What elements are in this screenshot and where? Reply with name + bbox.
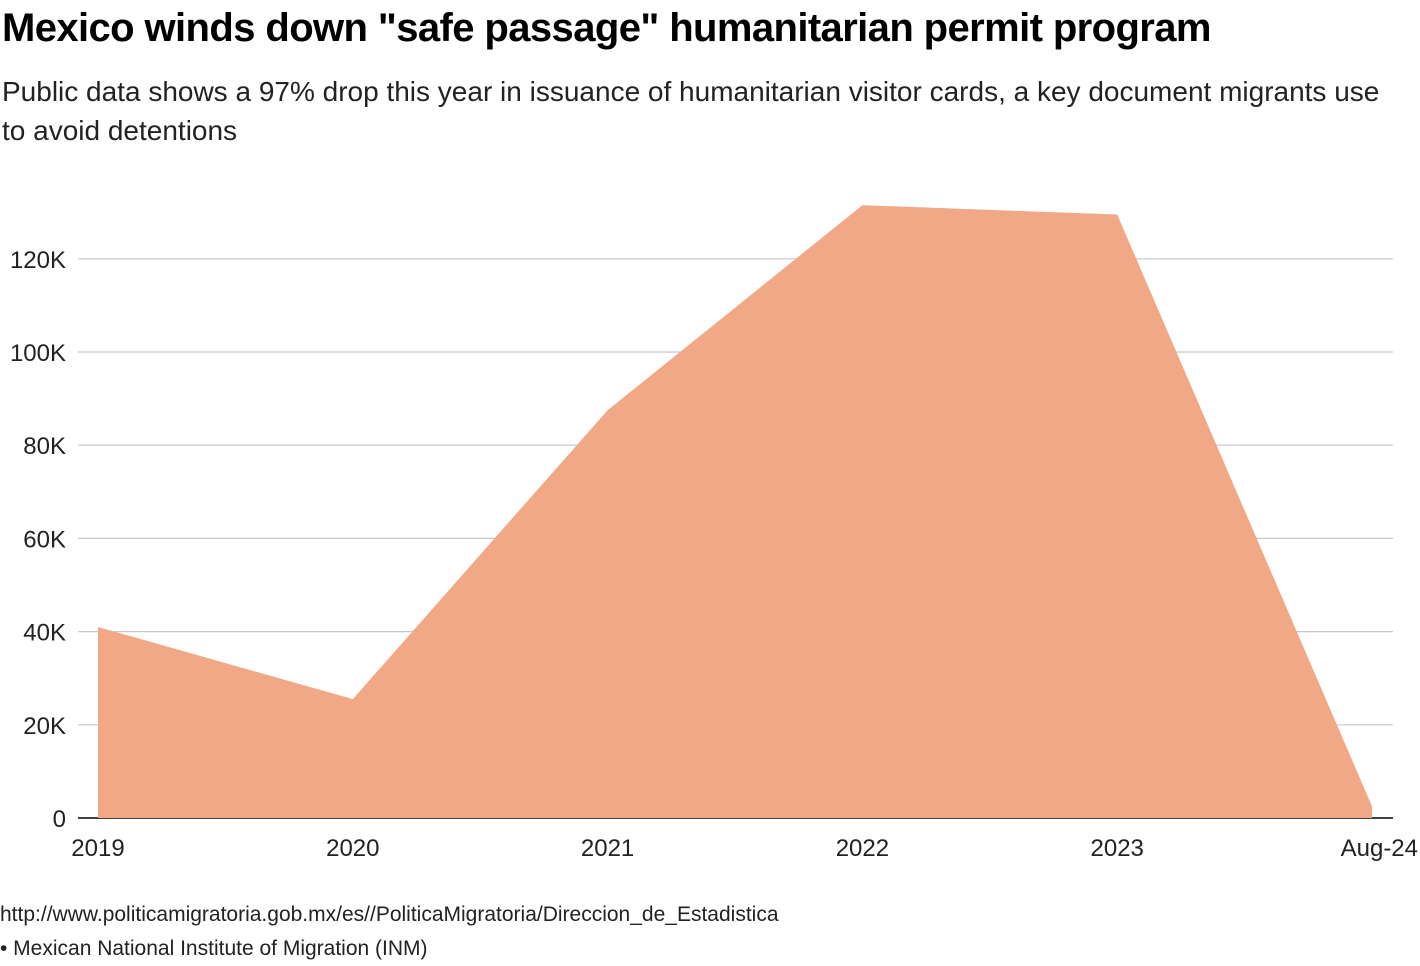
x-tick-label: 2020: [326, 835, 379, 862]
y-axis: 0 20K 40K 60K 80K 100K 120K: [10, 247, 66, 833]
source-name: • Mexican National Institute of Migratio…: [0, 937, 428, 960]
x-axis: 2019 2020 2021 2022 2023 Aug-24: [71, 835, 1418, 862]
y-tick-label: 120K: [10, 247, 66, 274]
y-tick-label: 80K: [23, 433, 66, 460]
y-tick-label: 20K: [23, 713, 66, 740]
area-series: [98, 205, 1372, 819]
x-tick-label: 2023: [1091, 835, 1144, 862]
x-tick-label: 2022: [836, 835, 889, 862]
x-tick-label: Aug-24: [1341, 835, 1418, 862]
x-tick-label: 2021: [581, 835, 634, 862]
chart-subtitle: Public data shows a 97% drop this year i…: [2, 76, 1380, 146]
y-tick-label: 0: [53, 806, 66, 833]
y-tick-label: 100K: [10, 340, 66, 367]
x-tick-label: 2019: [71, 835, 124, 862]
y-tick-label: 40K: [23, 620, 66, 647]
source-url: http://www.politicamigratoria.gob.mx/es/…: [0, 903, 779, 926]
y-tick-label: 60K: [23, 526, 66, 553]
chart-title: Mexico winds down "safe passage" humanit…: [2, 6, 1211, 50]
chart-footer: http://www.politicamigratoria.gob.mx/es/…: [0, 898, 779, 966]
area-layer: [98, 205, 1372, 819]
